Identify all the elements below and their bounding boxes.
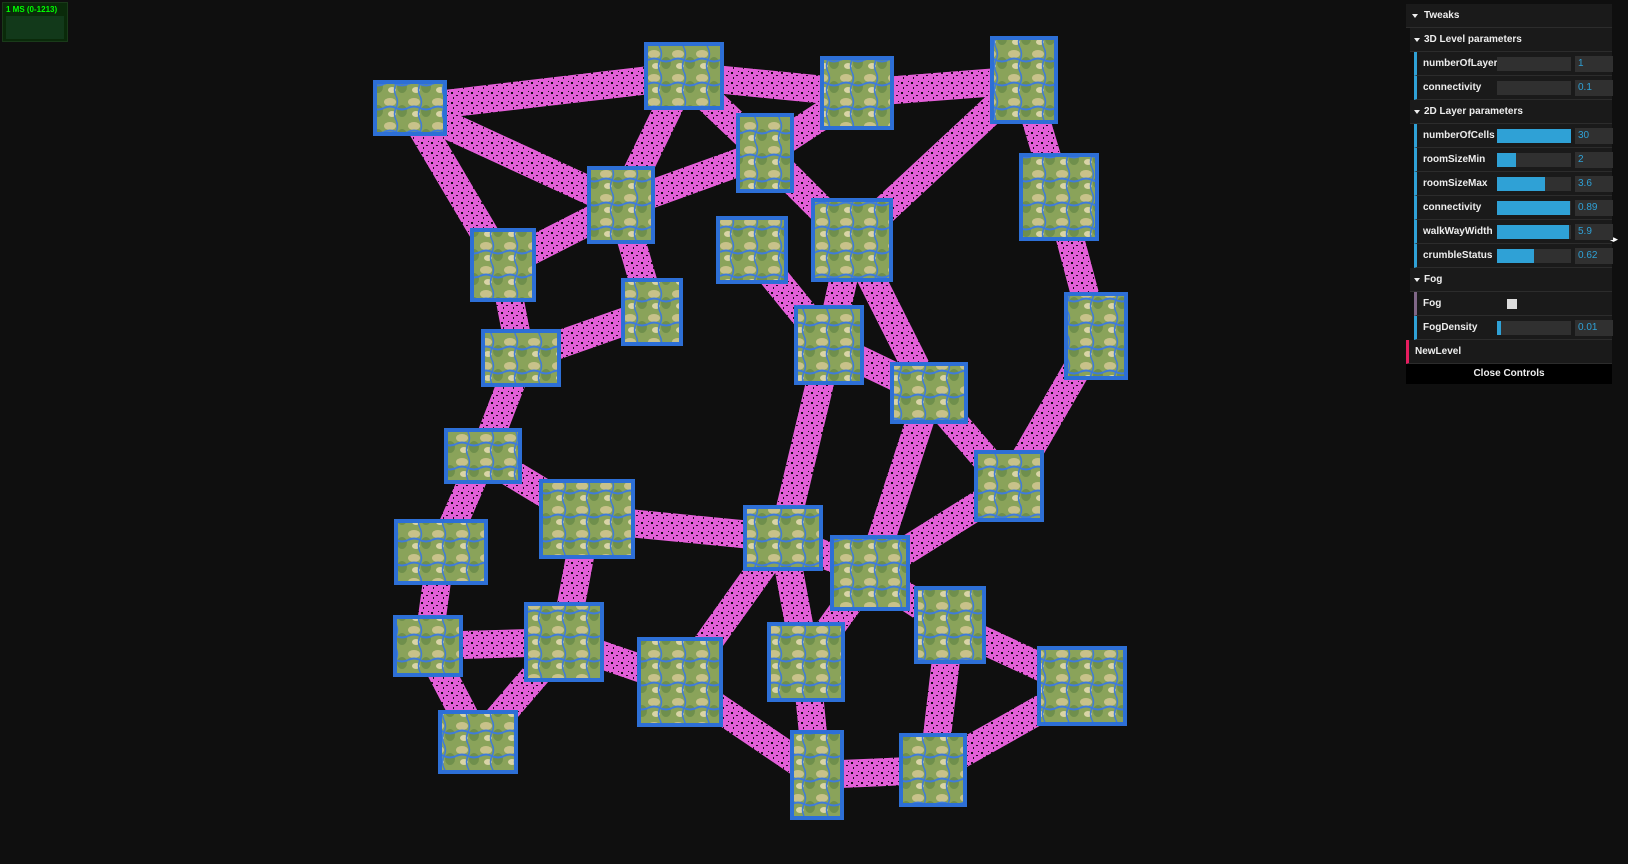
number-of-layers-input[interactable]: 1 <box>1575 56 1613 72</box>
room-cell <box>438 710 518 774</box>
walkway <box>408 62 686 122</box>
room-cell <box>914 586 986 664</box>
room-cell <box>890 362 968 424</box>
control-crumble-status[interactable]: crumbleStatus 0.62 <box>1414 244 1613 268</box>
control-label: roomSizeMin <box>1423 154 1486 165</box>
control-room-size-max[interactable]: roomSizeMax 3.6 <box>1414 172 1613 196</box>
folder-3d-level: 3D Level parameters numberOfLayers 1 con… <box>1410 28 1613 100</box>
connectivity-2d-input[interactable]: 0.89 <box>1575 200 1613 216</box>
room-cell <box>899 733 967 807</box>
room-cell <box>767 622 845 702</box>
crumble-status-input[interactable]: 0.62 <box>1575 248 1613 264</box>
control-label: walkWayWidth <box>1423 226 1493 237</box>
room-cell <box>644 42 724 110</box>
control-label: numberOfLayers <box>1423 58 1504 69</box>
crumble-status-slider[interactable] <box>1497 249 1571 263</box>
control-connectivity-3d[interactable]: connectivity 0.1 <box>1414 76 1613 100</box>
room-cell <box>990 36 1058 124</box>
room-cell <box>393 615 463 677</box>
room-cell <box>373 80 447 136</box>
new-level-button[interactable]: NewLevel <box>1406 340 1612 364</box>
room-cell <box>444 428 522 484</box>
room-cell <box>524 602 604 682</box>
control-label: numberOfCells <box>1423 130 1495 141</box>
room-cell <box>1019 153 1099 241</box>
room-size-max-slider[interactable] <box>1497 177 1571 191</box>
room-cell <box>539 479 635 559</box>
stats-label: 1 MS (0-1213) <box>6 5 58 14</box>
connectivity-3d-slider[interactable] <box>1497 81 1571 95</box>
fog-checkbox[interactable] <box>1507 299 1517 309</box>
number-of-cells-slider[interactable] <box>1497 129 1571 143</box>
folder-title-2d-layer[interactable]: 2D Layer parameters <box>1410 100 1612 124</box>
control-label: crumbleStatus <box>1423 250 1493 261</box>
control-room-size-min[interactable]: roomSizeMin 2 <box>1414 148 1613 172</box>
walkway-width-input[interactable]: 5.9 <box>1575 224 1613 240</box>
room-size-min-slider[interactable] <box>1497 153 1571 167</box>
room-cell <box>394 519 488 585</box>
number-of-cells-input[interactable]: 30 <box>1575 128 1613 144</box>
room-size-max-input[interactable]: 3.6 <box>1575 176 1613 192</box>
fps-stats-panel[interactable]: 1 MS (0-1213) <box>2 2 68 42</box>
fog-density-slider[interactable] <box>1497 321 1571 335</box>
stats-graph <box>6 16 64 39</box>
control-label: connectivity <box>1423 202 1482 213</box>
number-of-layers-slider[interactable] <box>1497 57 1571 71</box>
room-cell <box>587 166 655 244</box>
control-label: Fog <box>1423 298 1442 309</box>
control-fog-toggle[interactable]: Fog <box>1414 292 1612 316</box>
room-cell <box>794 305 864 385</box>
folder-2d-layer: 2D Layer parameters numberOfCells 30 roo… <box>1410 100 1618 268</box>
resize-cursor-icon: ◂▸ <box>1609 234 1619 244</box>
room-cell <box>811 198 893 282</box>
room-cell <box>736 113 794 193</box>
connectivity-2d-slider[interactable] <box>1497 201 1571 215</box>
control-walkway-width[interactable]: walkWayWidth ◂▸ 5.9 <box>1414 220 1618 244</box>
room-cell <box>974 450 1044 522</box>
control-number-of-layers[interactable]: numberOfLayers 1 <box>1414 52 1613 76</box>
room-cell <box>621 278 683 346</box>
room-cell <box>1037 646 1127 726</box>
room-cell <box>790 730 844 820</box>
control-connectivity-2d[interactable]: connectivity 0.89 <box>1414 196 1613 220</box>
control-number-of-cells[interactable]: numberOfCells 30 <box>1414 124 1613 148</box>
room-cell <box>743 505 823 571</box>
control-label: connectivity <box>1423 82 1482 93</box>
control-label: FogDensity <box>1423 322 1478 333</box>
room-cell <box>830 535 910 611</box>
room-size-min-input[interactable]: 2 <box>1575 152 1613 168</box>
tweaks-folder-title[interactable]: Tweaks <box>1406 4 1612 28</box>
room-cell <box>716 216 788 284</box>
fog-density-input[interactable]: 0.01 <box>1575 320 1613 336</box>
connectivity-3d-input[interactable]: 0.1 <box>1575 80 1613 96</box>
control-fog-density[interactable]: FogDensity 0.01 <box>1414 316 1613 340</box>
room-cell <box>637 637 723 727</box>
control-label: roomSizeMax <box>1423 178 1488 189</box>
close-controls-button[interactable]: Close Controls <box>1406 364 1612 384</box>
controls-panel: Tweaks 3D Level parameters numberOfLayer… <box>1406 4 1618 384</box>
folder-fog: Fog Fog FogDensity 0.01 <box>1410 268 1613 340</box>
room-cell <box>481 329 561 387</box>
room-cell <box>470 228 536 302</box>
new-level-label: NewLevel <box>1415 346 1462 357</box>
walkway-width-slider[interactable]: ◂▸ <box>1497 225 1618 244</box>
folder-title-3d-level[interactable]: 3D Level parameters <box>1410 28 1612 52</box>
room-cell <box>820 56 894 130</box>
folder-title-fog[interactable]: Fog <box>1410 268 1612 292</box>
room-cell <box>1064 292 1128 380</box>
